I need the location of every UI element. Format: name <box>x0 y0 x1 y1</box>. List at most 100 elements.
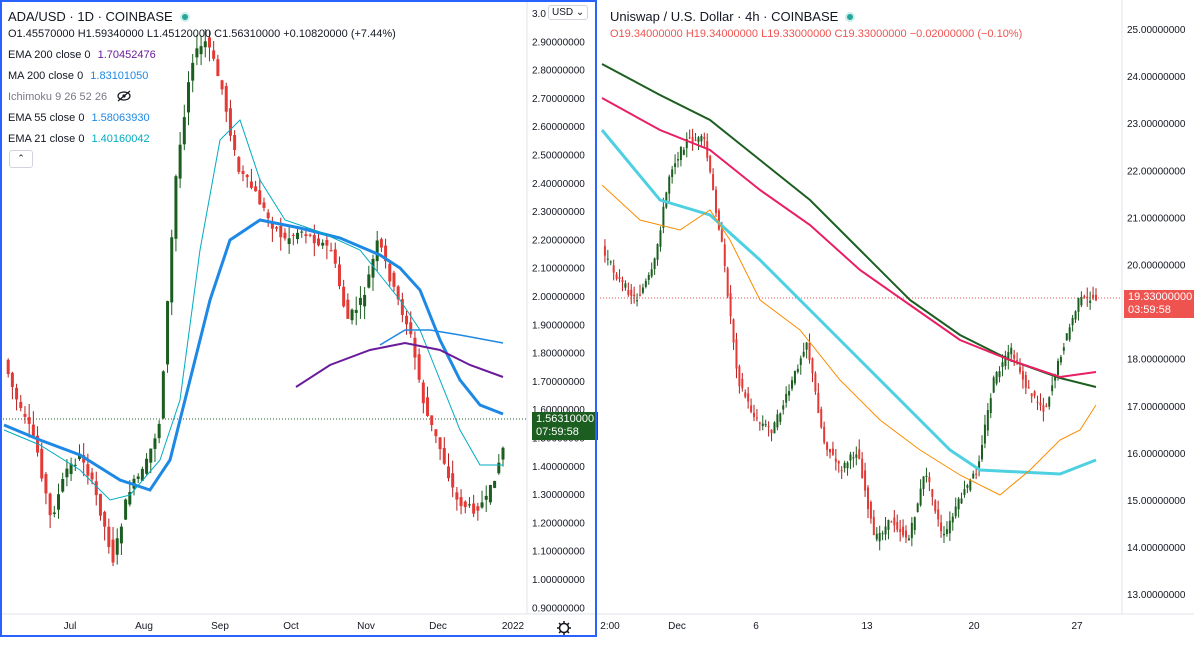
indicator-ma200[interactable]: MA 200 close 0 1.83101050 <box>8 66 396 87</box>
candle-down <box>224 85 228 112</box>
indicator-label: EMA 200 close 0 <box>8 49 91 61</box>
candle-down <box>270 222 274 229</box>
candle-down <box>10 372 14 387</box>
candle-up <box>671 169 674 178</box>
eye-off-icon[interactable] <box>116 90 132 102</box>
candle-down <box>755 417 758 419</box>
price-axis-tick: 1.70000000 <box>532 377 585 388</box>
candle-up <box>843 462 846 469</box>
candle-down <box>1095 294 1097 301</box>
settings-gear-icon[interactable] <box>557 621 571 635</box>
sma-crimson-line <box>601 97 1097 379</box>
ema-orange-line <box>601 184 1097 496</box>
candle-down <box>829 449 831 453</box>
candle-down <box>618 277 621 279</box>
collapse-legend-button[interactable]: ⌃ <box>9 150 33 168</box>
candle-up <box>1059 356 1062 363</box>
candle-down <box>1033 391 1036 396</box>
candle-up <box>52 512 56 515</box>
right-chart-canvas[interactable]: 25.00000000 24.00000000 23.00000000 22.0000… <box>600 0 1194 645</box>
candle-down <box>346 299 350 319</box>
candle-up <box>1074 311 1077 320</box>
price-axis-tick: 2.00000000 <box>532 292 585 303</box>
price-axis-tick: 2.50000000 <box>532 151 585 162</box>
candle-up <box>182 117 186 145</box>
candle-up <box>1077 298 1080 312</box>
candle-down <box>409 322 413 335</box>
candle-up <box>321 242 325 246</box>
candle-up <box>963 489 966 495</box>
candle-up <box>145 458 149 474</box>
candle-up <box>998 371 1001 378</box>
candle-up <box>161 371 165 419</box>
candle-up <box>679 147 682 160</box>
candle-down <box>808 342 811 361</box>
candle-down <box>228 108 232 136</box>
indicator-value: 1.58063930 <box>91 112 150 124</box>
candle-down <box>703 136 706 140</box>
candle-down <box>823 426 826 443</box>
candle-up <box>153 438 157 449</box>
candle-up <box>981 444 983 460</box>
candle-down <box>1030 393 1033 397</box>
indicator-label: EMA 55 close 0 <box>8 112 85 124</box>
indicator-ema55[interactable]: EMA 55 close 0 1.58063930 <box>8 108 396 129</box>
candle-up <box>375 240 379 262</box>
candle-down <box>758 422 761 424</box>
candle-down <box>831 448 834 455</box>
currency-dropdown[interactable]: USD ⌄ <box>548 5 589 20</box>
candle-down <box>869 501 872 519</box>
candle-down <box>472 503 476 514</box>
indicator-ema21[interactable]: EMA 21 close 0 1.40160042 <box>8 129 396 150</box>
candle-up <box>916 503 919 512</box>
candle-down <box>767 426 770 428</box>
time-axis-tick: 2022 <box>502 621 525 632</box>
candle-down <box>834 458 837 462</box>
candle-up <box>77 454 81 460</box>
candle-down <box>715 189 717 213</box>
price-axis-tick: 1.80000000 <box>532 349 585 360</box>
candle-down <box>1045 405 1048 407</box>
candle-down <box>937 509 940 520</box>
right-chart-pane[interactable]: 25.00000000 24.00000000 23.00000000 22.0000… <box>600 0 1194 645</box>
candle-down <box>262 202 266 208</box>
candle-down <box>405 315 409 325</box>
bar-countdown: 03:59:58 <box>1128 304 1171 316</box>
candle-up <box>296 232 300 240</box>
candle-up <box>881 533 884 535</box>
right-last-price-label: 19.33000000 03:59:58 <box>1124 290 1194 318</box>
candle-up <box>972 473 975 479</box>
candle-up <box>668 176 671 194</box>
candle-down <box>417 354 421 380</box>
candle-down <box>48 493 52 516</box>
left-legend: ADA/USD · 1D · COINBASE O1.45570000 H1.5… <box>8 6 396 150</box>
candle-down <box>1039 402 1042 406</box>
candle-down <box>283 232 287 239</box>
candle-up <box>136 476 140 479</box>
candle-up <box>140 468 144 481</box>
last-price: 19.33000000 <box>1128 291 1193 303</box>
left-chart-canvas[interactable]: 3.0 2.90000000 2.80000000 2.70000000 2.60000… <box>0 0 600 645</box>
indicator-ichimoku[interactable]: Ichimoku 9 26 52 26 <box>8 87 396 108</box>
candle-up <box>849 454 852 461</box>
left-symbol-title[interactable]: ADA/USD · 1D · COINBASE <box>8 9 173 24</box>
candle-down <box>207 37 211 48</box>
candle-up <box>951 516 954 523</box>
candle-down <box>1019 367 1021 372</box>
candle-up <box>157 423 161 439</box>
candle-up <box>878 532 881 542</box>
candle-up <box>925 475 928 477</box>
price-axis-tick: 3.0 <box>532 9 546 20</box>
candle-down <box>694 139 697 141</box>
candle-up <box>641 287 644 293</box>
candle-down <box>233 134 237 150</box>
time-axis-tick: 20 <box>968 621 980 632</box>
candle-up <box>966 485 969 488</box>
candle-up <box>363 294 367 307</box>
left-chart-pane[interactable]: 3.0 2.90000000 2.80000000 2.70000000 2.60000… <box>0 0 600 645</box>
indicator-ema200[interactable]: EMA 200 close 0 1.70452476 <box>8 45 396 66</box>
candle-up <box>371 258 375 278</box>
candle-down <box>107 526 111 548</box>
candle-down <box>905 530 907 538</box>
right-symbol-title[interactable]: Uniswap / U.S. Dollar · 4h · COINBASE <box>610 9 839 24</box>
